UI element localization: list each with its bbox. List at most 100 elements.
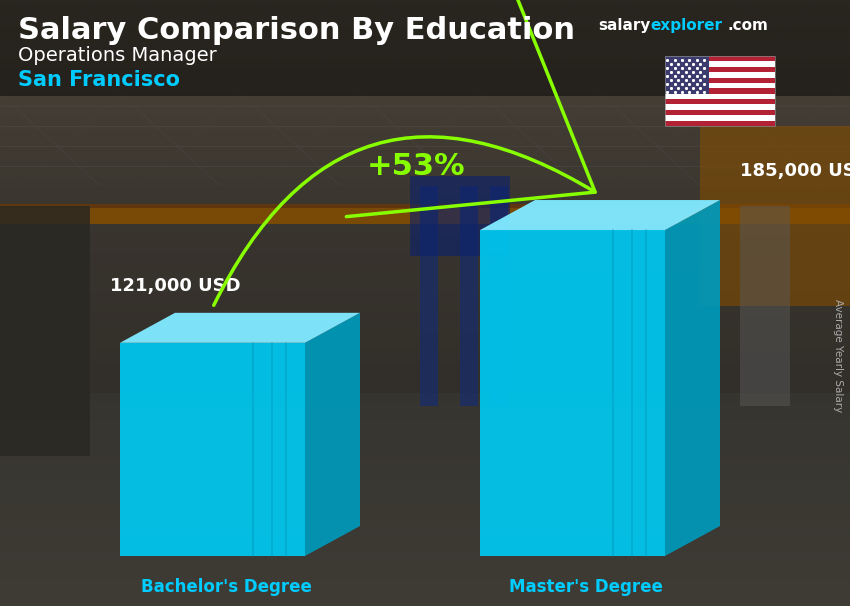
Bar [0, 459, 850, 460]
Bar [0, 56, 850, 57]
Bar [0, 277, 850, 278]
Bar [0, 586, 850, 587]
Bar [0, 371, 850, 372]
Bar [0, 327, 850, 328]
Bar [0, 364, 850, 365]
Bar [0, 476, 850, 477]
Bar [0, 531, 850, 532]
Bar [0, 167, 850, 168]
Text: Average Yearly Salary: Average Yearly Salary [833, 299, 843, 413]
Bar [0, 238, 850, 239]
Bar [0, 401, 850, 402]
Bar [0, 568, 850, 569]
Bar [0, 32, 850, 33]
Bar [0, 279, 850, 280]
Bar [0, 201, 850, 202]
Bar [0, 390, 850, 391]
Bar [0, 585, 850, 586]
Bar [0, 553, 850, 554]
Bar [0, 292, 850, 293]
Bar [0, 466, 850, 467]
Bar [0, 329, 850, 330]
Bar [0, 562, 850, 563]
Bar [0, 217, 850, 218]
Bar [0, 354, 850, 355]
Bar [0, 271, 850, 272]
Bar [0, 59, 850, 60]
Bar [0, 242, 850, 243]
Text: Bachelor's Degree: Bachelor's Degree [141, 578, 312, 596]
Bar [0, 106, 850, 107]
Bar [0, 529, 850, 530]
Bar [0, 196, 850, 197]
Bar [0, 315, 850, 316]
Bar [0, 204, 850, 208]
Bar [0, 573, 850, 574]
Bar [0, 39, 850, 40]
Bar [0, 382, 850, 383]
Bar [0, 561, 850, 562]
Bar [0, 58, 850, 59]
Bar [0, 55, 850, 56]
Bar [0, 3, 850, 4]
Bar [0, 599, 850, 600]
Bar [0, 223, 850, 224]
Bar [0, 435, 850, 436]
Bar [0, 490, 850, 491]
Bar [0, 603, 850, 604]
Bar [0, 81, 850, 82]
Bar [0, 147, 850, 148]
Bar [0, 393, 850, 394]
Bar [0, 359, 850, 360]
Bar [0, 500, 850, 501]
Bar [0, 448, 850, 449]
Bar [0, 183, 850, 184]
Bar [0, 578, 850, 579]
Bar [0, 21, 850, 22]
Bar [0, 597, 850, 598]
Bar [0, 72, 850, 73]
Bar [0, 64, 850, 65]
Bar [0, 339, 850, 340]
Bar [0, 431, 850, 432]
Bar [0, 398, 850, 399]
Bar [0, 169, 850, 170]
Bar [0, 157, 850, 158]
Bar [0, 366, 850, 367]
Bar [0, 15, 850, 16]
Bar [0, 152, 850, 153]
Bar [0, 208, 850, 209]
Bar [0, 350, 850, 351]
Bar [0, 447, 850, 448]
Bar [0, 394, 850, 395]
Text: Operations Manager: Operations Manager [18, 46, 217, 65]
Bar [0, 396, 850, 397]
Bar [0, 297, 850, 298]
Bar [0, 365, 850, 366]
Bar [0, 311, 850, 312]
Bar [0, 206, 90, 456]
Bar [0, 558, 850, 559]
Bar [0, 343, 850, 344]
Bar [0, 412, 850, 413]
Polygon shape [665, 200, 720, 556]
Bar [0, 526, 850, 527]
Bar [0, 337, 850, 338]
Bar [0, 96, 850, 97]
Bar [665, 78, 775, 83]
Bar [0, 598, 850, 599]
Bar [0, 485, 850, 486]
Bar [0, 545, 850, 546]
Bar [0, 100, 850, 101]
Bar [0, 272, 850, 273]
Bar [0, 118, 850, 119]
Bar [0, 489, 850, 490]
Bar [0, 268, 850, 269]
Bar [0, 68, 850, 69]
Bar [0, 225, 850, 226]
Bar [0, 530, 850, 531]
Bar [0, 302, 850, 303]
Bar [0, 570, 850, 571]
Bar [0, 512, 850, 513]
Bar [0, 324, 850, 325]
